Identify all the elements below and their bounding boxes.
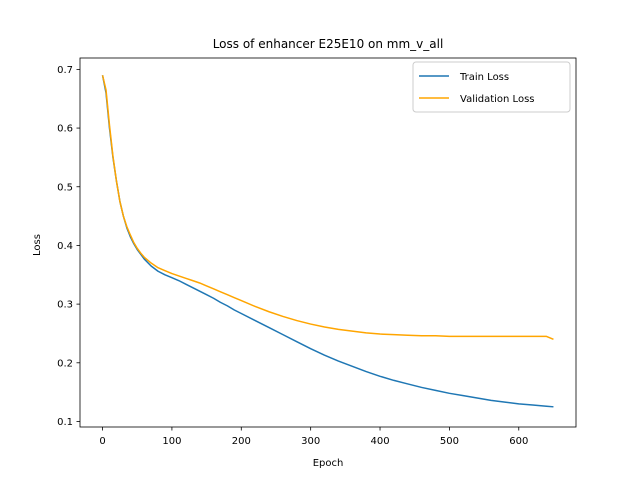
x-tick-label: 0 xyxy=(99,436,105,447)
y-tick-label: 0.3 xyxy=(57,300,73,311)
legend: Train Loss Validation Loss xyxy=(412,61,571,113)
y-tick-label: 0.2 xyxy=(57,358,73,369)
legend-train-label: Train Loss xyxy=(459,72,509,83)
x-tick-label: 200 xyxy=(232,436,251,447)
series-line-validation-loss xyxy=(101,75,554,341)
legend-validation-label: Validation Loss xyxy=(460,94,535,105)
plot-frame xyxy=(79,57,577,428)
axes-frame xyxy=(79,57,577,428)
x-axis-label: Epoch xyxy=(313,458,344,469)
y-tick-label: 0.7 xyxy=(57,65,73,76)
chart-title: Loss of enhancer E25E10 on mm_v_all xyxy=(213,37,444,51)
legend-box xyxy=(412,61,571,113)
x-tick-label: 600 xyxy=(509,436,528,447)
x-tick-label: 500 xyxy=(440,436,459,447)
y-tick-label: 0.1 xyxy=(57,417,73,428)
plot-area xyxy=(101,75,554,408)
y-tick-label: 0.4 xyxy=(57,241,73,252)
y-axis-ticks: 0.1 0.2 0.3 0.4 0.5 0.6 0.7 xyxy=(57,65,80,428)
x-tick-label: 400 xyxy=(370,436,389,447)
y-axis-label: Loss xyxy=(32,234,43,256)
x-axis-ticks: 0 100 200 300 400 500 600 xyxy=(99,427,528,447)
x-tick-label: 300 xyxy=(301,436,320,447)
x-tick-label: 100 xyxy=(162,436,181,447)
y-tick-label: 0.5 xyxy=(57,182,73,193)
y-tick-label: 0.6 xyxy=(57,124,73,135)
